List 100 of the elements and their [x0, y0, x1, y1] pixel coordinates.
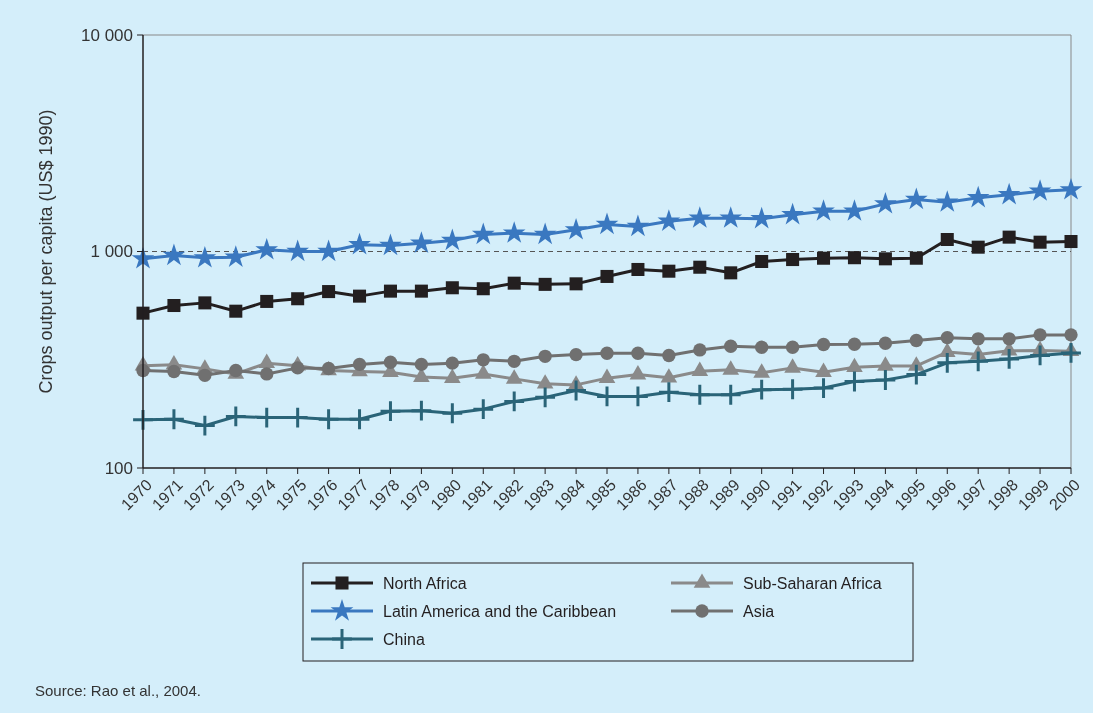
point: [1064, 328, 1078, 342]
point: [600, 269, 614, 283]
point: [502, 221, 526, 243]
point: [131, 408, 155, 432]
point: [781, 377, 805, 401]
point: [997, 182, 1021, 205]
point: [136, 306, 150, 320]
point: [971, 240, 985, 254]
point: [255, 237, 279, 260]
point: [786, 253, 800, 267]
point: [750, 206, 774, 229]
point: [724, 266, 738, 280]
legend-label: China: [383, 630, 425, 648]
point: [476, 353, 490, 367]
legend-label: North Africa: [383, 574, 467, 592]
point: [502, 390, 526, 413]
point: [193, 245, 217, 268]
point: [198, 296, 212, 310]
point: [719, 206, 743, 228]
source-note: Source: Rao et al., 2004.: [35, 682, 201, 699]
y-tick-label: 1 000: [90, 242, 133, 262]
point: [812, 199, 835, 221]
point: [966, 349, 990, 373]
point: [291, 292, 305, 306]
point: [719, 383, 743, 407]
legend-label: Sub-Saharan Africa: [743, 574, 882, 592]
point: [754, 340, 769, 354]
point: [843, 199, 866, 221]
point: [750, 378, 774, 402]
point: [904, 187, 928, 210]
point: [909, 333, 924, 348]
point: [997, 347, 1021, 371]
point: [507, 354, 521, 368]
point: [471, 222, 495, 245]
point: [1059, 177, 1083, 200]
point: [1028, 179, 1052, 201]
point: [533, 385, 557, 409]
point: [414, 357, 429, 372]
point: [440, 401, 464, 425]
point: [445, 281, 459, 295]
point: [724, 339, 738, 353]
point: [693, 260, 707, 274]
point: [816, 337, 831, 352]
point: [229, 304, 243, 318]
point: [440, 228, 464, 251]
point: [414, 284, 428, 298]
point: [904, 363, 928, 387]
y-tick-label: 100: [104, 458, 133, 478]
point: [847, 337, 862, 351]
point: [817, 251, 831, 265]
point: [409, 399, 433, 423]
point: [629, 365, 647, 380]
point: [286, 239, 310, 262]
point: [631, 346, 645, 360]
point: [1059, 341, 1083, 365]
point: [781, 202, 804, 225]
point: [322, 285, 336, 299]
point: [445, 356, 460, 370]
point: [193, 414, 217, 437]
point: [569, 277, 583, 291]
legend-label: Asia: [743, 602, 775, 620]
point: [662, 264, 676, 278]
point: [909, 251, 923, 265]
point: [224, 405, 248, 428]
point: [1064, 235, 1078, 249]
point: [662, 348, 676, 363]
point: [595, 212, 619, 235]
point: [379, 399, 402, 423]
point: [224, 245, 248, 267]
y-axis-title: Crops output per capita (US$ 1990): [36, 109, 56, 394]
point: [815, 362, 832, 378]
point: [600, 346, 614, 360]
point: [317, 239, 340, 262]
point: [1033, 328, 1047, 342]
point: [873, 368, 897, 392]
point: [317, 407, 341, 431]
point: [688, 383, 712, 407]
point: [785, 340, 800, 354]
point: [657, 380, 681, 404]
point: [966, 185, 990, 208]
point: [507, 276, 521, 290]
point: [353, 289, 367, 303]
point: [538, 277, 552, 291]
point: [564, 379, 588, 402]
point: [198, 368, 212, 382]
point: [657, 209, 681, 231]
point: [260, 294, 274, 308]
legend-label: Latin America and the Caribbean: [383, 602, 617, 620]
point: [290, 361, 305, 375]
point: [935, 190, 959, 212]
point: [971, 332, 985, 346]
point: [162, 243, 186, 266]
point: [533, 222, 557, 245]
point: [348, 232, 371, 255]
point: [940, 330, 954, 345]
point: [538, 349, 552, 363]
point: [940, 232, 954, 247]
point: [631, 262, 645, 276]
point: [348, 407, 371, 431]
point: [878, 252, 892, 266]
